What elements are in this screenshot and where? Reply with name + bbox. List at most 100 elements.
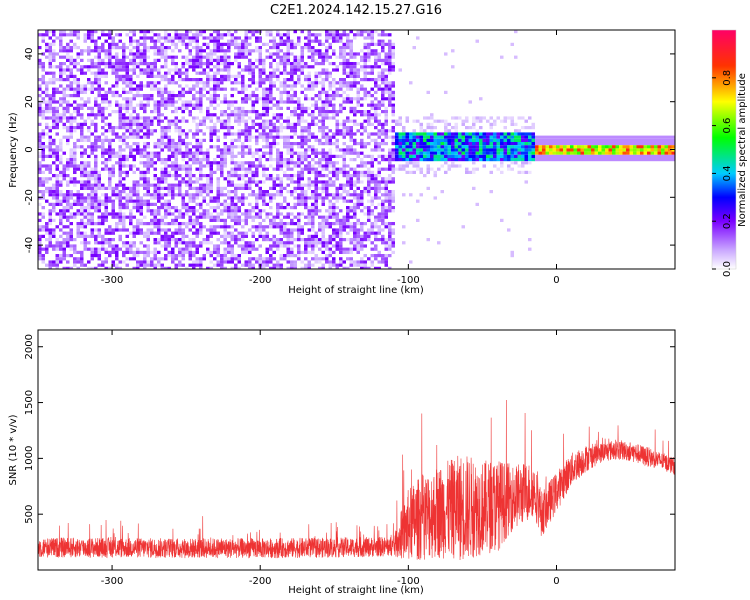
- spectrogram-cell: [73, 263, 77, 267]
- spectrogram-cell: [111, 46, 115, 50]
- spectrogram-cell: [185, 250, 189, 254]
- spectrogram-cell: [76, 103, 80, 107]
- spectrogram-cell: [185, 78, 189, 82]
- spectrogram-cell: [174, 241, 178, 245]
- spectrogram-cell: [307, 135, 311, 139]
- spectrogram-cell: [279, 202, 283, 206]
- spectrogram-cell: [69, 84, 73, 88]
- spectrogram-cell: [388, 231, 392, 235]
- spectrogram-cell: [269, 90, 273, 94]
- spectrogram-cell: [59, 193, 63, 197]
- spectrogram-cell: [171, 122, 175, 126]
- spectrogram-cell: [258, 74, 262, 78]
- spectrogram-cell: [388, 49, 392, 53]
- spectrogram-cell: [433, 132, 437, 136]
- spectrogram-cell: [283, 161, 287, 165]
- spectrogram-cell: [199, 55, 203, 59]
- spectrogram-cell: [430, 154, 434, 158]
- spectrogram-cell: [251, 215, 255, 219]
- spectrogram-cell: [335, 148, 339, 152]
- spectrogram-cell: [188, 222, 192, 226]
- spectrogram-cell: [69, 158, 73, 162]
- spectrogram-cell: [87, 212, 91, 216]
- spectrogram-cell: [223, 68, 227, 72]
- spectrogram-cell: [223, 142, 227, 146]
- spectrogram-cell: [55, 78, 59, 82]
- spectrogram-cell: [97, 78, 101, 82]
- spectrogram-cell: [367, 142, 371, 146]
- spectrogram-cell: [290, 193, 294, 197]
- spectrogram-cell: [381, 78, 385, 82]
- spectrogram-cell: [97, 113, 101, 117]
- spectrogram-cell: [272, 145, 276, 149]
- spectrogram-cell: [342, 174, 346, 178]
- spectrogram-cell: [48, 42, 52, 46]
- spectrogram-cell: [363, 254, 367, 258]
- spectrogram-cell: [419, 167, 423, 171]
- spectrogram-cell: [80, 254, 84, 258]
- spectrogram-cell: [248, 170, 252, 174]
- spectrogram-cell: [318, 186, 322, 190]
- spectrogram-cell: [157, 36, 161, 40]
- spectrogram-cell: [192, 46, 196, 50]
- spectrogram-cell: [339, 183, 343, 187]
- spectrogram-cell: [412, 158, 416, 162]
- spectrogram-cell: [104, 228, 108, 232]
- spectrogram-cell: [370, 199, 374, 203]
- spectrogram-cell: [258, 212, 262, 216]
- spectrogram-cell: [122, 106, 126, 110]
- spectrogram-cell: [41, 180, 45, 184]
- spectrogram-cell: [195, 55, 199, 59]
- spectrogram-cell: [444, 148, 448, 152]
- spectrogram-cell: [202, 36, 206, 40]
- spectrogram-cell: [143, 222, 147, 226]
- spectrogram-cell: [272, 250, 276, 254]
- spectrogram-cell: [55, 260, 59, 264]
- spectrogram-cell: [269, 244, 273, 248]
- spectrogram-cell: [384, 193, 388, 197]
- spectrogram-cell: [185, 180, 189, 184]
- spectrogram-cell: [199, 87, 203, 91]
- spectrogram-cell: [391, 62, 395, 66]
- spectrogram-cell: [391, 177, 395, 181]
- spectrogram-cell: [416, 135, 420, 139]
- spectrogram-cell: [213, 145, 217, 149]
- spectrogram-cell: [237, 260, 241, 264]
- spectrogram-cell: [307, 126, 311, 130]
- spectrogram-cell: [94, 129, 98, 133]
- spectrogram-cell: [416, 158, 420, 162]
- spectrogram-cell: [398, 138, 402, 142]
- spectrogram-cell: [115, 71, 119, 75]
- spectrogram-cell: [318, 71, 322, 75]
- spectrogram-cell: [90, 30, 94, 34]
- spectrogram-cell: [276, 215, 280, 219]
- spectrogram-cell: [48, 167, 52, 171]
- spectrogram-cell: [139, 55, 143, 59]
- spectrogram-cell: [220, 42, 224, 46]
- spectrogram-cell: [185, 42, 189, 46]
- spectrogram-cell: [297, 68, 301, 72]
- spectrogram-cell: [132, 129, 136, 133]
- spectrogram-cell: [97, 138, 101, 142]
- spectrogram-cell: [52, 97, 56, 101]
- spectrogram-cell: [195, 132, 199, 136]
- spectrogram-cell: [328, 33, 332, 37]
- spectrogram-cell: [279, 164, 283, 168]
- spectrogram-cell: [339, 238, 343, 242]
- spectrogram-cell: [325, 161, 329, 165]
- spectrogram-cell: [153, 52, 157, 56]
- spectrogram-cell: [143, 170, 147, 174]
- spectrogram-cell: [153, 110, 157, 114]
- spectrogram-cell: [83, 215, 87, 219]
- spectrogram-cell: [290, 100, 294, 104]
- spectrogram-cell: [73, 100, 77, 104]
- spectrogram-cell: [335, 87, 339, 91]
- spectrogram-cell: [311, 65, 315, 69]
- spectrogram-cell: [286, 39, 290, 43]
- spectrogram-cell: [157, 100, 161, 104]
- spectrogram-cell: [391, 154, 395, 158]
- spectrogram-cell: [157, 238, 161, 242]
- spectrogram-cell: [206, 183, 210, 187]
- spectrogram-cell: [125, 84, 129, 88]
- spectrogram-cell: [328, 234, 332, 238]
